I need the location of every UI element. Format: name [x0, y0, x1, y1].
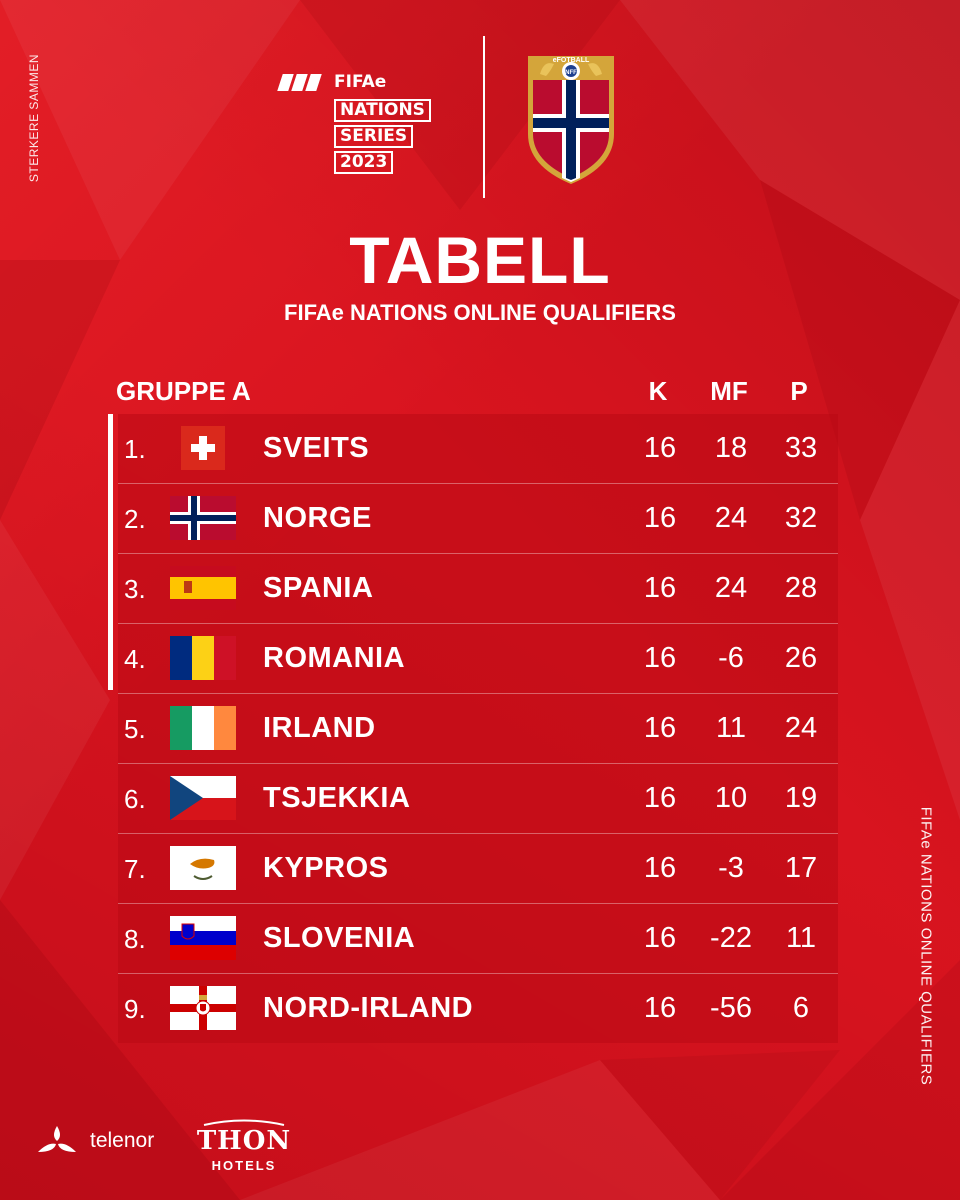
goal-difference: -3	[718, 852, 744, 884]
games-played: 16	[643, 922, 677, 954]
rank: 2.	[124, 504, 146, 534]
points: 28	[784, 572, 818, 604]
telenor-logo: telenor	[30, 1122, 154, 1160]
group-label: GRUPPE A	[116, 376, 251, 406]
standings-table: 1. SVEITS 16 18 33 2. NORGE 16 24 32 3. …	[118, 414, 838, 1043]
spain-flag-icon	[170, 566, 236, 610]
cyprus-flag-icon	[170, 846, 236, 890]
fifae-nations-series-logo: FIFAe NATIONS SERIES 2023	[277, 72, 450, 174]
table-row: 2. NORGE 16 24 32	[118, 484, 838, 554]
table-row: 3. SPANIA 16 24 28	[118, 554, 838, 624]
goal-difference: -6	[718, 642, 744, 674]
goal-difference: 10	[714, 782, 748, 814]
rank: 6.	[124, 784, 146, 814]
norway-flag-icon	[170, 496, 236, 540]
games-played: 16	[643, 852, 677, 884]
switzerland-flag-icon	[170, 426, 236, 470]
games-played: 16	[643, 572, 677, 604]
team-name: SVEITS	[263, 432, 370, 464]
thon-arc-icon	[203, 1119, 285, 1126]
goal-difference: 18	[714, 432, 748, 464]
points: 33	[784, 432, 818, 464]
goal-difference: 24	[714, 502, 748, 534]
team-name: NORD-IRLAND	[263, 992, 474, 1024]
logo-year: 2023	[334, 151, 394, 174]
czechia-flag-icon	[170, 776, 236, 820]
crest-text: eFOTBALL	[553, 57, 590, 64]
hotels-wordmark: HOTELS	[211, 1158, 277, 1173]
games-played: 16	[643, 992, 677, 1024]
team-name: KYPROS	[263, 852, 389, 884]
goal-difference: 24	[714, 572, 748, 604]
thon-wordmark: THON	[196, 1126, 292, 1156]
goal-difference: -56	[710, 992, 752, 1024]
rank: 3.	[124, 574, 146, 604]
goal-difference: -22	[710, 922, 752, 954]
team-name: SLOVENIA	[263, 922, 416, 954]
rank: 9.	[124, 994, 146, 1024]
romania-flag-icon	[170, 636, 236, 680]
table-row: 5. IRLAND 16 11 24	[118, 694, 838, 764]
col-header-p: P	[790, 376, 808, 406]
efotball-crest-icon: eFOTBALL NFF	[524, 50, 618, 186]
rank: 8.	[124, 924, 146, 954]
points: 17	[784, 852, 818, 884]
points: 11	[785, 922, 817, 954]
table-row: 1. SVEITS 16 18 33	[118, 414, 838, 484]
table-row: 9. NORD-IRLAND 16 -56 6	[118, 974, 838, 1043]
logo-divider	[483, 36, 485, 198]
team-name: ROMANIA	[263, 642, 406, 674]
thon-hotels-logo: THON HOTELS	[196, 1118, 292, 1173]
northern-ireland-flag-icon	[170, 986, 236, 1030]
rank: 1.	[124, 434, 146, 464]
games-played: 16	[643, 432, 677, 464]
games-played: 16	[643, 642, 677, 674]
col-header-k: K	[648, 376, 668, 406]
team-name: TSJEKKIA	[263, 782, 411, 814]
side-event-name: FIFAe NATIONS ONLINE QUALIFIERS	[917, 806, 935, 1086]
points: 32	[784, 502, 818, 534]
logo-bars-icon	[277, 74, 322, 91]
games-played: 16	[643, 782, 677, 814]
crest-monogram: NFF	[565, 70, 577, 76]
table-header: GRUPPE A K MF P	[116, 374, 836, 410]
ireland-flag-icon	[170, 706, 236, 750]
points: 24	[784, 712, 818, 744]
table-row: 6. TSJEKKIA 16 10 19	[118, 764, 838, 834]
rank: 7.	[124, 854, 146, 884]
team-name: NORGE	[263, 502, 372, 534]
table-row: 8. SLOVENIA 16 -22 11	[118, 904, 838, 974]
table-row: 4. ROMANIA 16 -6 26	[118, 624, 838, 694]
logo-series: SERIES	[334, 125, 414, 148]
points: 19	[784, 782, 818, 814]
logo-nations: NATIONS	[334, 99, 431, 122]
games-played: 16	[643, 502, 677, 534]
col-header-mf: MF	[710, 376, 748, 406]
games-played: 16	[643, 712, 677, 744]
qualification-indicator	[108, 414, 113, 690]
telenor-wordmark: telenor	[90, 1129, 155, 1152]
page-subtitle: FIFAe NATIONS ONLINE QUALIFIERS	[284, 300, 676, 325]
slovenia-flag-icon	[170, 916, 236, 960]
page-title: TABELL	[349, 223, 611, 297]
goal-difference: 11	[715, 712, 747, 744]
table-row: 7. KYPROS 16 -3 17	[118, 834, 838, 904]
side-slogan: STERKERE SAMMEN	[27, 53, 41, 183]
points: 6	[792, 992, 810, 1024]
logo-fifae: FIFAe	[334, 72, 387, 92]
team-name: IRLAND	[263, 712, 376, 744]
rank: 4.	[124, 644, 146, 674]
telenor-propeller-icon	[38, 1126, 76, 1152]
rank: 5.	[124, 714, 146, 744]
points: 26	[784, 642, 818, 674]
team-name: SPANIA	[263, 572, 374, 604]
